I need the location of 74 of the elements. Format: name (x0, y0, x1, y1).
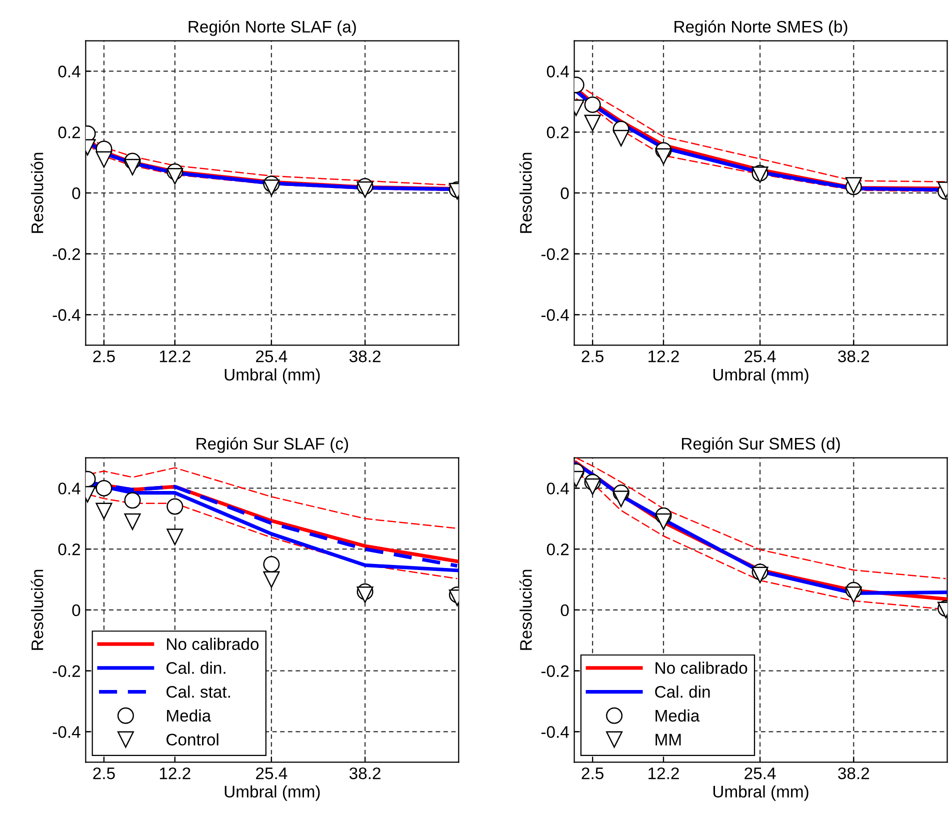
point (612, 490, 630, 508)
chart-title: Región Norte SMES (b) (674, 20, 848, 36)
point (96, 480, 112, 496)
y-tick-label: 0 (72, 187, 80, 200)
y-tick-label: -0.2 (541, 665, 569, 678)
legend-label: Cal. din. (166, 662, 226, 674)
y-axis-title: Resolución (30, 152, 44, 233)
x-axis-title: Umbral (mm) (713, 368, 808, 384)
point (655, 513, 672, 530)
x-tick-label: 12.2 (160, 767, 190, 780)
x-tick-label: 12.2 (648, 350, 679, 362)
x-tick-label: 2.5 (582, 767, 604, 780)
x-tick-label: 38.2 (349, 350, 380, 362)
y-tick-label: 0.2 (58, 543, 80, 556)
legend-label: Cal. stat. (166, 686, 230, 698)
x-axis-title: Umbral (mm) (713, 785, 808, 801)
x-tick-label: 2.5 (93, 767, 115, 780)
legend-label: Cal. din (655, 686, 710, 698)
point (166, 498, 184, 515)
y-tick-label: -0.4 (52, 309, 80, 321)
x-tick-label: 25.4 (744, 767, 776, 780)
y-tick-label: 0.2 (546, 126, 569, 138)
x-tick-label: 12.2 (160, 350, 190, 362)
legend-label: MM (656, 734, 681, 746)
point (356, 586, 374, 604)
chart-title: Región Sur SMES (d) (682, 437, 840, 453)
x-tick-label: 25.4 (744, 350, 776, 362)
y-tick-label: 0.4 (546, 482, 569, 494)
x-axis-title: Umbral (mm) (224, 368, 320, 384)
y-axis-title: Resolución (519, 152, 532, 233)
point (655, 148, 672, 165)
legend-label: Media (167, 709, 212, 722)
point (845, 586, 862, 604)
x-tick-label: 25.4 (256, 350, 288, 362)
x-tick-label: 12.2 (648, 767, 679, 780)
point (584, 96, 601, 113)
point (124, 492, 141, 509)
y-tick-label: -0.2 (52, 248, 80, 260)
legend-label: Control (166, 733, 218, 746)
y-axis-title: Resolución (30, 570, 44, 650)
point (124, 158, 141, 176)
x-tick-label: 38.2 (349, 767, 380, 780)
x-tick-label: 2.5 (93, 350, 115, 362)
point (752, 566, 768, 584)
y-tick-label: -0.4 (541, 309, 569, 321)
point (356, 181, 374, 198)
y-tick-label: 0.2 (58, 126, 80, 138)
y-tick-label: -0.2 (541, 248, 569, 260)
y-tick-label: 0.2 (546, 543, 569, 556)
y-tick-label: 0 (560, 604, 569, 616)
legend-label: No calibrado (167, 638, 259, 650)
x-axis-title: Umbral (mm) (224, 785, 320, 801)
y-tick-label: 0 (560, 187, 569, 200)
x-tick-label: 38.2 (838, 767, 870, 780)
y-tick-label: 0.4 (58, 66, 80, 78)
point (263, 180, 280, 196)
y-tick-label: 0 (72, 604, 80, 616)
y-axis-title: Resolución (519, 570, 532, 650)
legend-label: No calibrado (656, 662, 748, 674)
legend-label: Media (656, 709, 700, 722)
y-tick-label: 0.4 (58, 482, 80, 494)
point (584, 478, 601, 495)
y-tick-label: 0.4 (546, 66, 569, 78)
x-tick-label: 38.2 (838, 350, 870, 362)
point (96, 151, 112, 168)
y-tick-label: -0.4 (541, 726, 569, 738)
x-tick-label: 2.5 (582, 350, 604, 362)
chart-title: Región Sur SLAF (c) (196, 437, 348, 453)
point (612, 130, 630, 146)
chart-title: Región Norte SLAF (a) (188, 20, 356, 36)
y-tick-label: -0.4 (52, 726, 80, 738)
point (166, 168, 184, 185)
y-tick-label: -0.2 (52, 665, 80, 678)
x-tick-label: 25.4 (256, 767, 288, 780)
